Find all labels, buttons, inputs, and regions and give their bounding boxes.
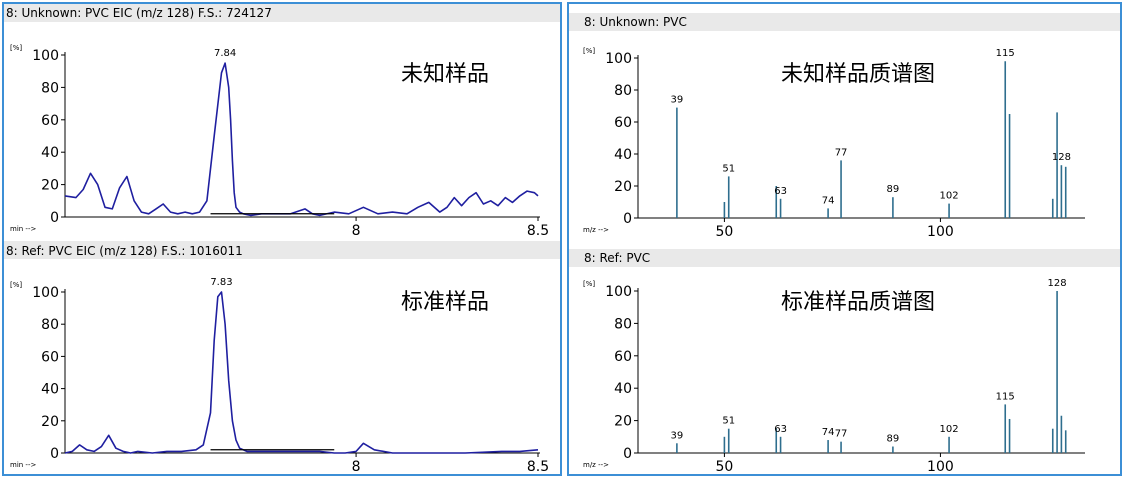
spectrum-top-peak-label: 128 — [1052, 152, 1071, 163]
chromatogram-bottom-x-tick-label: 8 — [352, 459, 361, 475]
spectrum-top-peak-label: 77 — [835, 147, 848, 158]
spectrum-top-header-bar — [569, 13, 1120, 31]
spectrum-top-y-tick-label: 100 — [605, 51, 632, 67]
spectrum-top-peak-label: 89 — [887, 184, 900, 195]
chromatogram-top-y-tick-label: 80 — [41, 80, 59, 96]
chromatogram-top-annotation: 未知样品 — [401, 62, 489, 87]
spectrum-top-peak-label: 102 — [940, 191, 959, 202]
chromatogram-bottom-header-bar — [4, 241, 560, 259]
chromatogram-bottom-y-tick-label: 0 — [50, 446, 59, 462]
chromatogram-bottom-y-tick-label: 20 — [41, 414, 59, 430]
chromatogram-bottom-x-unit: min --> — [10, 461, 36, 469]
spectrum-bottom-y-tick-label: 20 — [614, 414, 632, 430]
chromatogram-top-y-tick-label: 60 — [41, 113, 59, 129]
spectrum-bottom-peak-label: 128 — [1048, 278, 1067, 289]
spectrum-top-panel: 8: Unknown: PVC [%] m/z --> 0 20 40 60 80 100 50 1… — [569, 13, 1120, 240]
spectrum-bottom-peak-label: 89 — [887, 434, 900, 445]
chromatogram-top-y-tick-label: 40 — [41, 145, 59, 161]
chromatogram-bottom-y-tick-label: 100 — [32, 285, 59, 301]
chromatogram-top-trace — [64, 62, 539, 217]
spectrum-bottom-annotation: 标准样品质谱图 — [781, 290, 935, 315]
chromatogram-bottom-header: 8: Ref: PVC EIC (m/z 128) F.S.: 1016011 — [6, 244, 243, 258]
spectrum-bottom-x-tick-label: 50 — [715, 459, 733, 475]
chromatogram-top-header: 8: Unknown: PVC EIC (m/z 128) F.S.: 7241… — [6, 6, 272, 20]
spectrum-top-peak-label: 51 — [722, 163, 735, 174]
spectrum-bottom-peak-label: 77 — [835, 429, 848, 440]
chromatogram-top-x-unit: min --> — [10, 225, 36, 233]
chromatogram-bottom-y-tick-label: 40 — [41, 382, 59, 398]
spectrum-bottom-y-tick-label: 40 — [614, 381, 632, 397]
spectrum-top-peak-label: 39 — [671, 95, 684, 106]
chromatogram-top-y-unit: [%] — [10, 44, 22, 52]
chromatogram-bottom-peak-label: 7.83 — [210, 277, 232, 288]
spectrum-bottom-y-unit: [%] — [583, 280, 595, 288]
spectrum-bottom-y-tick-label: 60 — [614, 349, 632, 365]
spectrum-bottom-panel: 8: Ref: PVC [%] m/z --> 0 20 40 60 80 100 50 100 39… — [569, 249, 1120, 475]
chromatogram-top-x-tick-label: 8.5 — [527, 223, 549, 239]
spectrum-top-header: 8: Unknown: PVC — [584, 15, 687, 29]
chromatogram-top-y-tick-label: 0 — [50, 210, 59, 226]
spectrum-bottom-y-tick-label: 100 — [605, 284, 632, 300]
chromatogram-bottom-annotation: 标准样品 — [401, 290, 489, 315]
spectrum-bottom-y-tick-label: 0 — [623, 446, 632, 462]
chromatogram-bottom-y-tick-label: 60 — [41, 349, 59, 365]
spectrum-top-peak-label: 74 — [822, 195, 835, 206]
right-panel-frame — [567, 2, 1122, 476]
chromatogram-bottom-x-tick-label: 8.5 — [527, 459, 549, 475]
spectrum-top-x-tick-label: 100 — [927, 224, 954, 240]
chromatogram-top-header-bar — [4, 4, 560, 22]
chromatogram-top-y-tick-label: 20 — [41, 178, 59, 194]
spectrum-top-y-tick-label: 0 — [623, 211, 632, 227]
spectrum-top-peak-label: 115 — [996, 48, 1015, 59]
spectrum-top-y-tick-label: 80 — [614, 83, 632, 99]
spectrum-bottom-x-unit: m/z --> — [583, 461, 609, 469]
spectrum-top-annotation: 未知样品质谱图 — [781, 62, 935, 87]
spectrum-top-y-tick-label: 20 — [614, 179, 632, 195]
spectrum-bottom-header-bar — [569, 249, 1120, 267]
spectrum-bottom-x-tick-label: 100 — [927, 459, 954, 475]
spectrum-bottom-peak-label: 63 — [774, 424, 787, 435]
chromatogram-bottom-panel: 8: Ref: PVC EIC (m/z 128) F.S.: 1016011 [… — [4, 241, 560, 475]
spectrum-bottom-peak-label: 51 — [722, 416, 735, 427]
spectrum-top-y-tick-label: 40 — [614, 147, 632, 163]
chromatogram-top-x-tick-label: 8 — [352, 223, 361, 239]
chromatogram-bottom-y-unit: [%] — [10, 281, 22, 289]
spectrum-bottom-peak-label: 102 — [940, 424, 959, 435]
chromatogram-bottom-trace — [64, 291, 539, 454]
spectrum-top-peak-label: 63 — [774, 186, 787, 197]
spectrum-top-y-tick-label: 60 — [614, 115, 632, 131]
spectrum-bottom-peak-label: 115 — [996, 391, 1015, 402]
spectrum-bottom-peak-label: 39 — [671, 430, 684, 441]
spectrum-bottom-y-tick-label: 80 — [614, 316, 632, 332]
spectrum-top-x-tick-label: 50 — [715, 224, 733, 240]
spectrum-top-y-unit: [%] — [583, 47, 595, 55]
chromatogram-top-peak-label: 7.84 — [214, 48, 236, 59]
chromatogram-top-y-tick-label: 100 — [32, 48, 59, 64]
spectrum-bottom-header: 8: Ref: PVC — [584, 251, 650, 265]
spectrum-top-x-unit: m/z --> — [583, 226, 609, 234]
chromatogram-top-panel: 8: Unknown: PVC EIC (m/z 128) F.S.: 7241… — [4, 4, 560, 239]
spectrum-bottom-peak-label: 74 — [822, 427, 835, 438]
chromatogram-bottom-y-tick-label: 80 — [41, 317, 59, 333]
left-panel-frame — [2, 2, 562, 476]
